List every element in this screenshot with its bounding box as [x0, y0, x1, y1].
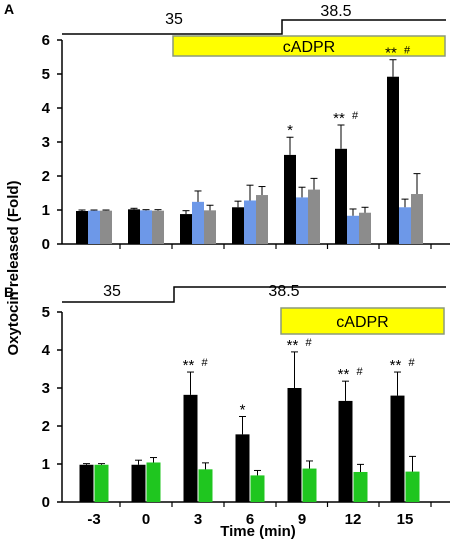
panel-a-bar — [244, 200, 256, 244]
panel-a-y-tick-label: 3 — [42, 134, 50, 151]
panel-a-bar — [152, 210, 164, 244]
panel-b-y-tick-label: 0 — [42, 494, 50, 511]
panel-a-significance-hash: # — [352, 110, 359, 122]
panel-b-bar — [338, 400, 353, 502]
panel-a-bar — [256, 195, 268, 244]
panel-a-bar — [192, 201, 204, 244]
panel-b-temp-high-label: 38.5 — [268, 283, 299, 300]
panel-a-cadpr-label: cADPR — [283, 39, 335, 56]
panel-b-bar — [353, 471, 368, 502]
panel-a-bar — [308, 189, 320, 244]
panel-a-bar — [399, 207, 411, 244]
panel-a-bar — [76, 211, 88, 244]
panel-a-bar — [140, 210, 152, 244]
panel-b-significance-stars: ** — [183, 357, 195, 374]
panel-b-bar — [405, 471, 420, 502]
panel-b-x-tick-label: 6 — [246, 511, 254, 528]
panel-a-bar — [387, 76, 399, 244]
panel-a-y-tick-label: 5 — [42, 66, 50, 83]
panel-a-temp-low-label: 35 — [165, 11, 183, 28]
panel-a-bar — [100, 210, 112, 244]
panel-b-significance-stars: * — [240, 402, 246, 419]
panel-b-x-tick-label: 15 — [397, 511, 414, 528]
panel-b-bar — [146, 462, 161, 502]
panel-a-y-tick-label: 6 — [42, 32, 50, 49]
panel-b-x-tick-label: 12 — [345, 511, 362, 528]
panel-a-y-tick-label: 1 — [42, 202, 50, 219]
panel-b-temperature-line — [62, 286, 446, 303]
panel-a-significance-stars: ** — [333, 110, 345, 127]
panel-b-significance-hash: # — [357, 366, 364, 378]
panel-b-bar — [250, 475, 265, 502]
panel-a-bar — [232, 207, 244, 244]
panel-b-x-tick-label: 9 — [298, 511, 306, 528]
panel-b-y-tick-label: 1 — [42, 456, 50, 473]
panel-b-significance-stars: ** — [338, 366, 350, 383]
panel-b-bar — [390, 395, 405, 502]
panel-a-bar — [411, 194, 423, 244]
panel-a-letter: A — [4, 1, 14, 17]
panel-b-letter: B — [4, 284, 14, 300]
panel-a-y-tick-label: 0 — [42, 236, 50, 253]
x-axis-title: Time (min) — [220, 523, 296, 540]
panel-a-temp-high-label: 38.5 — [320, 3, 351, 20]
panel-a-bar — [335, 148, 347, 244]
panel-b-bar — [287, 388, 302, 502]
panel-a-significance-hash: # — [404, 45, 411, 57]
panel-b-significance-stars: ** — [390, 357, 402, 374]
panel-b-bar — [235, 434, 250, 502]
panel-a-bar — [180, 214, 192, 244]
y-axis-title: Oxytocin released (Fold) — [5, 180, 22, 355]
panel-b-y-tick-label: 3 — [42, 380, 50, 397]
panel-b-significance-hash: # — [202, 357, 209, 369]
panel-a-cadpr-bar — [172, 35, 446, 57]
panel-b-y-tick-label: 2 — [42, 418, 50, 435]
panel-a-y-tick-label: 2 — [42, 168, 50, 185]
panel-b-cadpr-bar — [280, 307, 445, 335]
panel-a-bar — [204, 210, 216, 244]
panel-b-cadpr-label: cADPR — [336, 314, 388, 331]
panel-b-bar — [302, 468, 317, 502]
panel-b-significance-hash: # — [409, 357, 416, 369]
panel-b-bar — [131, 464, 146, 502]
panel-a-bar — [347, 215, 359, 244]
panel-b-temp-low-label: 35 — [103, 283, 121, 300]
panel-a-significance-stars: * — [287, 122, 293, 139]
panel-b-bar — [183, 394, 198, 502]
panel-a-bar — [296, 197, 308, 244]
panel-b-bar — [198, 469, 213, 502]
panel-b-x-tick-label: 0 — [142, 511, 150, 528]
panel-a-significance-stars: ** — [385, 45, 397, 62]
panel-b-bar — [94, 464, 109, 502]
panel-a-y-tick-label: 4 — [42, 100, 51, 117]
panel-a-temperature-line — [62, 19, 446, 35]
panel-a-bar — [88, 210, 100, 244]
panel-a-bar — [359, 212, 371, 244]
panel-b-x-tick-label: 3 — [194, 511, 202, 528]
panel-b-y-tick-label: 4 — [42, 342, 51, 359]
panel-b-bar — [79, 464, 94, 502]
panel-b-y-tick-label: 5 — [42, 304, 50, 321]
panel-a-bar — [284, 154, 296, 244]
panel-a-bar — [128, 209, 140, 244]
panel-b-significance-stars: ** — [287, 337, 299, 354]
panel-b-x-tick-label: -3 — [87, 511, 100, 528]
panel-b-significance-hash: # — [306, 337, 313, 349]
